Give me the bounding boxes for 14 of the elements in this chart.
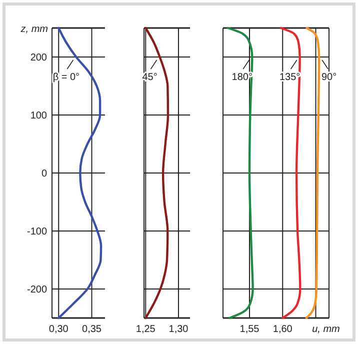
- y-tick-label: -100: [26, 226, 48, 238]
- y-tick-label: 200: [30, 52, 48, 64]
- y-tick-label: -200: [26, 284, 48, 296]
- x-tick-label: 1,60: [272, 324, 293, 335]
- x-tick-label: 0,30: [48, 324, 69, 335]
- x-axis-title: u, mm: [312, 324, 340, 335]
- y-axis-title: z, mm: [20, 24, 48, 35]
- x-tick-label: 0,35: [82, 324, 102, 335]
- line-series: [58, 26, 102, 320]
- x-tick-label: 1,55: [240, 324, 260, 335]
- x-tick-label: 1,25: [136, 324, 156, 335]
- x-tick-label: 1,30: [168, 324, 189, 335]
- y-tick-label: 100: [30, 110, 48, 122]
- y-tick-label: 0: [41, 168, 48, 180]
